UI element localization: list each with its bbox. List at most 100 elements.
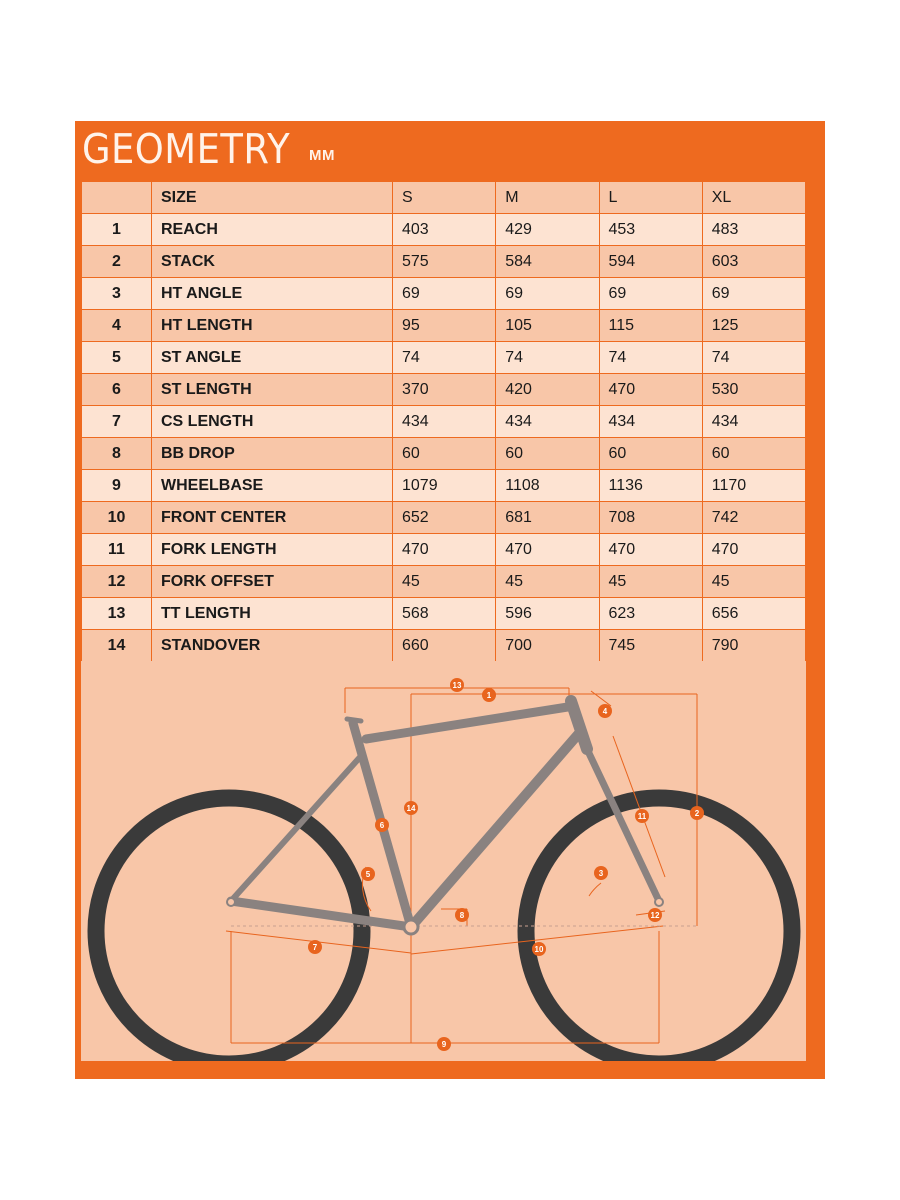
svg-text:6: 6 [380,821,385,830]
table-row: 3 HT ANGLE 69 69 69 69 [81,277,807,310]
column-header-s: S [391,181,497,214]
row-measurement-name: STACK [151,245,393,278]
row-value-m: 596 [495,597,600,630]
row-value-xl: 483 [701,213,807,246]
row-value-l: 623 [598,597,703,630]
table-row: 2 STACK 575 584 594 603 [81,245,807,278]
table-header-row: SIZE S M L XL [81,181,807,214]
row-value-l: 1136 [598,469,703,502]
row-value-m: 429 [495,213,600,246]
row-value-s: 74 [391,341,497,374]
row-value-s: 60 [391,437,497,470]
column-header-m: M [495,181,600,214]
row-measurement-name: CS LENGTH [151,405,393,438]
callout-5: 5 [361,867,375,881]
page-title: GEOMETRY [82,125,291,173]
row-value-s: 95 [391,309,497,342]
callout-2: 2 [690,806,704,820]
row-measurement-name: STANDOVER [151,629,393,662]
row-value-xl: 74 [701,341,807,374]
row-value-m: 1108 [495,469,600,502]
front-wheel [517,789,801,1061]
row-value-xl: 1170 [701,469,807,502]
title-row: GEOMETRY MM [75,121,825,181]
table-row: 13 TT LENGTH 568 596 623 656 [81,597,807,630]
callout-13: 13 [450,678,464,692]
row-value-s: 1079 [391,469,497,502]
row-number: 14 [81,629,152,662]
callout-10: 10 [532,942,546,956]
row-value-m: 45 [495,565,600,598]
row-value-m: 584 [495,245,600,278]
row-measurement-name: TT LENGTH [151,597,393,630]
table-row: 12 FORK OFFSET 45 45 45 45 [81,565,807,598]
row-number: 5 [81,341,152,374]
row-value-l: 74 [598,341,703,374]
row-measurement-name: FRONT CENTER [151,501,393,534]
row-number: 3 [81,277,152,310]
callout-4: 4 [598,704,612,718]
row-value-s: 568 [391,597,497,630]
rear-axle [226,897,236,907]
svg-text:13: 13 [453,681,462,690]
table-row: 7 CS LENGTH 434 434 434 434 [81,405,807,438]
row-measurement-name: FORK OFFSET [151,565,393,598]
row-value-s: 69 [391,277,497,310]
row-value-xl: 656 [701,597,807,630]
bottom-bracket [402,918,420,936]
row-value-xl: 60 [701,437,807,470]
callout-8: 8 [455,908,469,922]
table-row: 4 HT LENGTH 95 105 115 125 [81,309,807,342]
table-row: 9 WHEELBASE 1079 1108 1136 1170 [81,469,807,502]
table-row: 8 BB DROP 60 60 60 60 [81,437,807,470]
bike-geometry-diagram: 13 1 4 14 2 11 6 5 3 8 12 7 10 9 [81,661,806,1061]
table-row: 14 STANDOVER 660 700 745 790 [81,629,807,662]
row-value-m: 105 [495,309,600,342]
row-value-m: 420 [495,373,600,406]
column-header-size: SIZE [151,181,393,214]
row-value-m: 69 [495,277,600,310]
dimension-callouts: 13 1 4 14 2 11 6 5 3 8 12 7 10 9 [308,678,704,1051]
row-value-s: 45 [391,565,497,598]
svg-text:14: 14 [407,804,416,813]
svg-text:7: 7 [313,943,318,952]
row-value-l: 45 [598,565,703,598]
row-number: 13 [81,597,152,630]
geometry-table: SIZE S M L XL 1 REACH 403 429 453 483 2 STACK 57… [81,181,807,662]
callout-1: 1 [482,688,496,702]
svg-text:9: 9 [442,1040,447,1049]
row-number: 8 [81,437,152,470]
callout-11: 11 [635,809,649,823]
row-number: 9 [81,469,152,502]
column-header-xl: XL [701,181,807,214]
svg-text:11: 11 [638,812,647,821]
row-value-l: 60 [598,437,703,470]
bike-frame [226,695,663,932]
row-value-l: 470 [598,373,703,406]
row-measurement-name: WHEELBASE [151,469,393,502]
row-number: 7 [81,405,152,438]
row-value-xl: 434 [701,405,807,438]
bike-diagram-svg: 13 1 4 14 2 11 6 5 3 8 12 7 10 9 [87,678,801,1061]
row-value-m: 681 [495,501,600,534]
row-measurement-name: REACH [151,213,393,246]
svg-text:1: 1 [487,691,492,700]
row-value-xl: 603 [701,245,807,278]
row-value-s: 370 [391,373,497,406]
row-value-l: 470 [598,533,703,566]
row-value-s: 660 [391,629,497,662]
geometry-panel: GEOMETRY MM SIZE S M L XL 1 REACH 403 429 45… [75,121,825,1079]
svg-text:5: 5 [366,870,371,879]
table-row: 1 REACH 403 429 453 483 [81,213,807,246]
svg-text:2: 2 [695,809,700,818]
row-measurement-name: BB DROP [151,437,393,470]
row-measurement-name: ST LENGTH [151,373,393,406]
table-row: 5 ST ANGLE 74 74 74 74 [81,341,807,374]
row-value-xl: 45 [701,565,807,598]
row-number: 12 [81,565,152,598]
row-value-m: 60 [495,437,600,470]
row-value-l: 453 [598,213,703,246]
row-number: 1 [81,213,152,246]
row-value-l: 708 [598,501,703,534]
callout-12: 12 [648,908,662,922]
